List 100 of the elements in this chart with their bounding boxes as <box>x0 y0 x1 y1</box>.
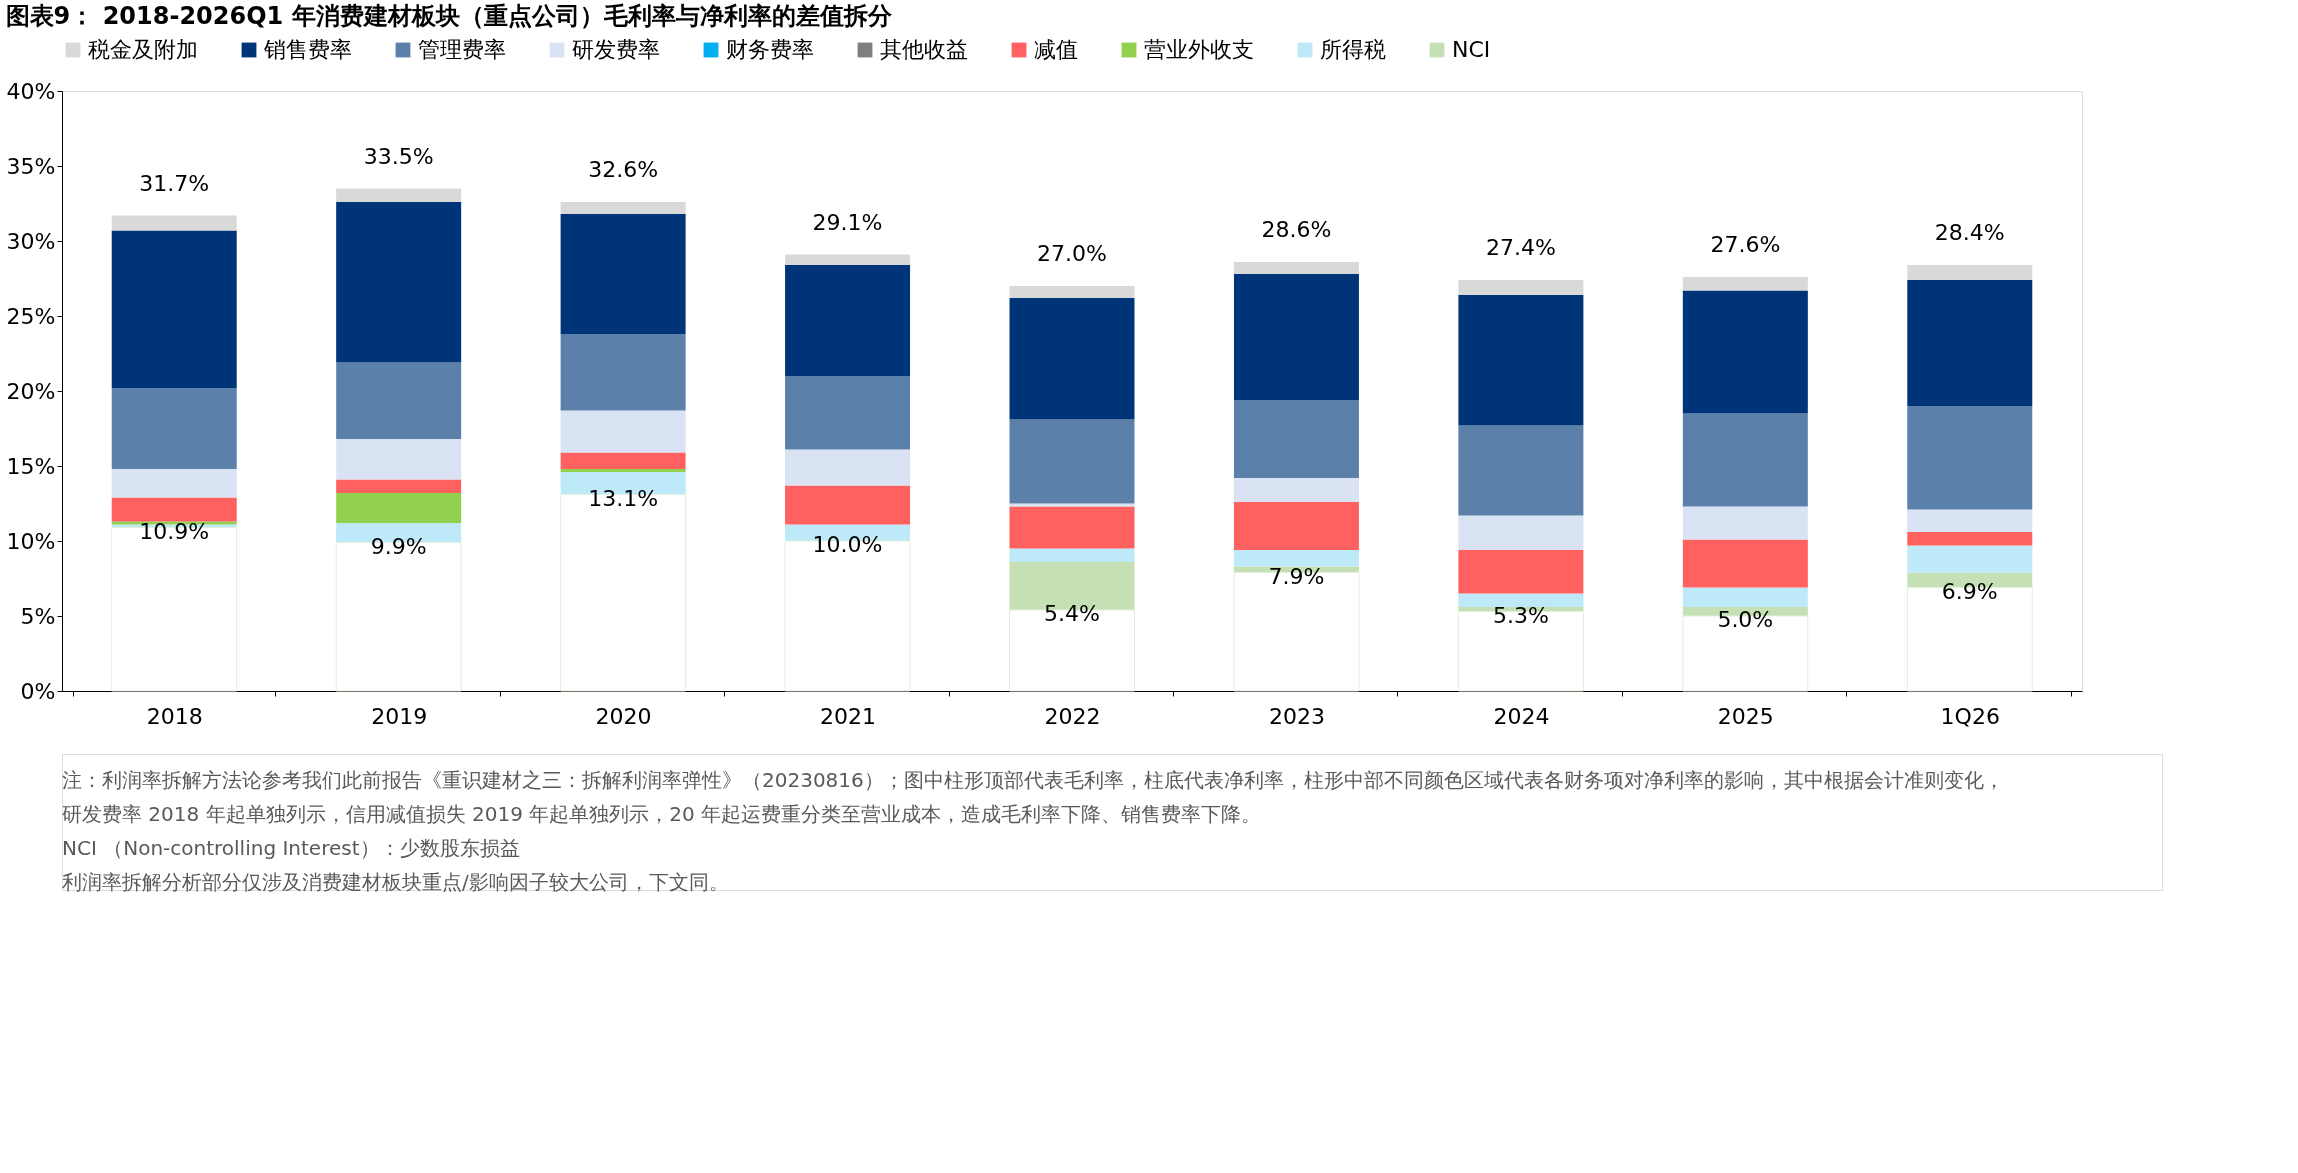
x-tick-label: 2025 <box>1717 703 1774 729</box>
x-tick-label: 2018 <box>146 703 203 729</box>
bar <box>1233 550 1359 567</box>
legend-label: 减值 <box>1034 37 1078 62</box>
total-label: 28.4% <box>1934 220 2005 245</box>
bar <box>336 362 462 439</box>
bar <box>1907 545 2033 573</box>
data-label: 6.9% <box>1941 578 1998 604</box>
bar <box>1682 506 1808 540</box>
bar <box>1009 506 1135 549</box>
total-label: 29.1% <box>812 209 883 235</box>
total-label: 32.6% <box>588 157 659 182</box>
legend-label: 营业外收支 <box>1144 37 1254 62</box>
bar <box>1009 298 1135 420</box>
bar <box>1233 262 1359 274</box>
legend-label: 研发费率 <box>572 37 660 62</box>
bar <box>1458 515 1584 550</box>
bar <box>111 469 237 498</box>
bar <box>1907 532 2033 546</box>
bar <box>1233 400 1359 478</box>
data-label: 10.0% <box>812 532 883 557</box>
bar <box>560 202 686 214</box>
legend-label: NCI <box>1452 37 1491 62</box>
text: 利润率拆解分析部分仅涉及消费建材板块重点/影响因子较大公司，下文同。 <box>62 870 729 894</box>
x-tick-label: 2024 <box>1493 703 1550 729</box>
bar <box>1233 274 1359 400</box>
bar <box>785 265 911 376</box>
legend-label: 销售费率 <box>263 37 352 62</box>
bar <box>111 230 237 388</box>
bar <box>1233 502 1359 550</box>
bar <box>336 493 462 523</box>
data-label: 5.4% <box>1044 601 1100 626</box>
bar <box>336 188 462 202</box>
bar <box>1682 413 1808 507</box>
y-tick-label: 15% <box>6 453 56 479</box>
legend-label: 其他收益 <box>880 37 968 62</box>
text: 注：利润率拆解方法论参考我们此前报告《重识建材之三：拆解利润率弹性》（20230816）；图中柱形顶部代表毛利率，柱底代表净利率，柱形中部不同颜色区域代表各财务项对净利率的影响，其中根据会计准则变化，研发费率 2018 年起单独列示，信用减值损失 2019 年起单独列示，20 年起运费重分类至营业成本，造成毛利率下降、销售费率下降。 <box>62 768 2004 826</box>
bar <box>1682 290 1808 414</box>
bar <box>1233 478 1359 502</box>
text: NCI （Non-controlling Interest）：少数股东损益 <box>62 836 520 860</box>
total-label: 27.4% <box>1485 235 1556 260</box>
legend-label: 税金及附加 <box>88 37 198 62</box>
y-tick-label: 10% <box>6 528 56 554</box>
y-tick-label: 5% <box>20 603 56 629</box>
y-tick-label: 40% <box>6 78 56 104</box>
y-tick-label: 20% <box>6 378 56 404</box>
bar <box>785 485 911 525</box>
y-tick-label: 25% <box>6 303 56 329</box>
bar <box>1458 280 1584 295</box>
bar <box>1682 587 1808 607</box>
legend-label: 管理费率 <box>418 37 506 62</box>
total-label: 27.6% <box>1710 232 1781 257</box>
bar <box>1458 550 1584 594</box>
chart-title: 图表9： 2018-2026Q1 年消费建材板块（重点公司）毛利率与净利率的差值拆分 <box>5 2 893 30</box>
x-tick-label: 2022 <box>1044 703 1101 729</box>
bar <box>1009 503 1135 507</box>
bar <box>560 469 686 472</box>
total-label: 31.7% <box>139 170 210 196</box>
legend-label: 财务费率 <box>726 37 814 62</box>
bar <box>560 334 686 411</box>
bar <box>1907 509 2033 532</box>
bar <box>560 214 686 334</box>
bar <box>1009 548 1135 562</box>
total-label: 33.5% <box>363 143 434 169</box>
bar <box>1907 265 2033 280</box>
bar <box>1907 406 2033 510</box>
data-label: 13.1% <box>588 485 659 511</box>
bar <box>1682 277 1808 291</box>
bar <box>336 479 462 493</box>
y-tick-label: 30% <box>6 228 56 254</box>
bar <box>1458 425 1584 516</box>
bar <box>560 410 686 453</box>
data-label: 5.3% <box>1492 602 1549 628</box>
x-tick-label: 2021 <box>820 703 877 729</box>
bar <box>560 452 686 469</box>
bar <box>336 439 462 480</box>
bar <box>1907 280 2033 406</box>
bar <box>1009 286 1135 298</box>
bar <box>111 215 237 231</box>
bar <box>785 449 911 486</box>
y-tick-label: 35% <box>6 153 56 179</box>
data-label: 5.0% <box>1717 607 1774 632</box>
x-tick-label: 2023 <box>1268 703 1325 729</box>
bar <box>1682 539 1808 588</box>
x-tick-label: 2019 <box>371 703 428 729</box>
bar <box>336 202 462 363</box>
data-label: 10.9% <box>139 518 210 544</box>
total-label: 28.6% <box>1261 217 1332 242</box>
bar <box>1009 419 1135 504</box>
bar <box>785 254 911 265</box>
data-label: 9.9% <box>370 533 427 559</box>
bar <box>111 497 237 522</box>
total-label: 27.0% <box>1037 241 1107 266</box>
x-tick-label: 2020 <box>595 703 652 729</box>
legend-label: 所得税 <box>1320 37 1386 62</box>
bar <box>785 376 911 450</box>
x-tick-label: 1Q26 <box>1940 703 2000 729</box>
y-tick-label: 0% <box>20 678 56 704</box>
bar <box>1458 593 1584 607</box>
bar <box>111 388 237 469</box>
